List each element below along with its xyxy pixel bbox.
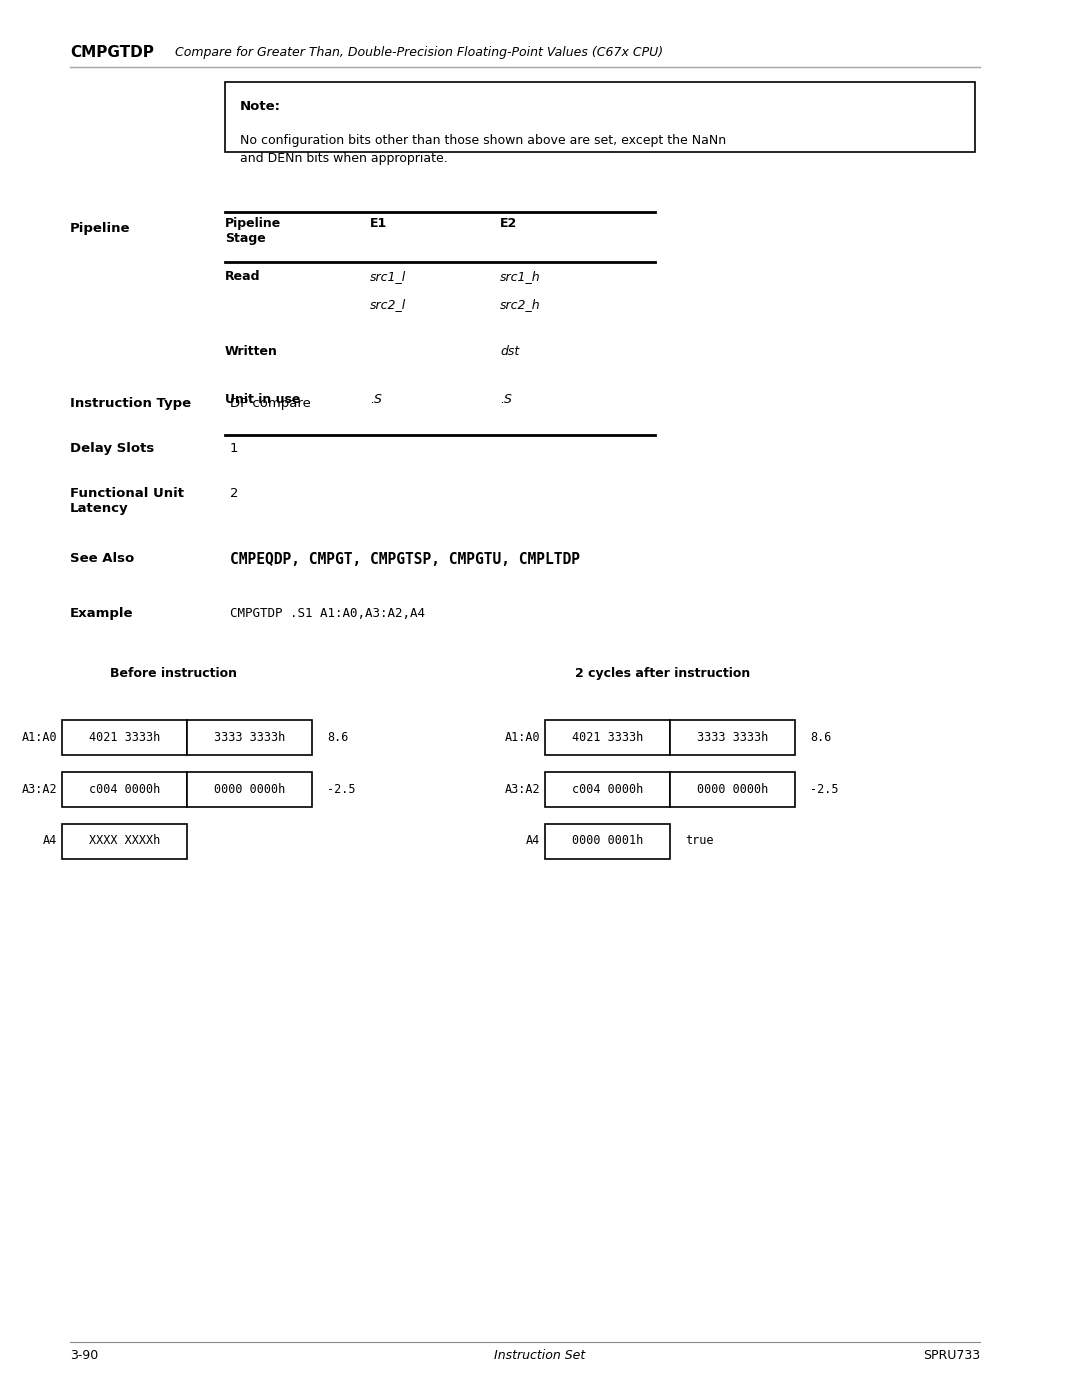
Text: XXXX XXXXh: XXXX XXXXh xyxy=(89,834,160,848)
Text: 8.6: 8.6 xyxy=(810,731,832,743)
Text: src1_h: src1_h xyxy=(500,270,541,284)
Text: Instruction Set: Instruction Set xyxy=(495,1350,585,1362)
Text: src2_h: src2_h xyxy=(500,298,541,312)
Text: Pipeline: Pipeline xyxy=(70,222,131,235)
Text: 0000 0001h: 0000 0001h xyxy=(572,834,643,848)
Text: true: true xyxy=(685,834,714,848)
Text: Example: Example xyxy=(70,608,134,620)
Text: Delay Slots: Delay Slots xyxy=(70,441,154,455)
Text: 3-90: 3-90 xyxy=(70,1350,98,1362)
Text: 2 cycles after instruction: 2 cycles after instruction xyxy=(575,666,751,680)
Text: dst: dst xyxy=(500,345,519,358)
Text: See Also: See Also xyxy=(70,552,134,564)
Text: 3333 3333h: 3333 3333h xyxy=(697,731,768,743)
Text: CMPGTDP .S1 A1:A0,A3:A2,A4: CMPGTDP .S1 A1:A0,A3:A2,A4 xyxy=(230,608,426,620)
Text: -2.5: -2.5 xyxy=(810,782,838,795)
Text: A3:A2: A3:A2 xyxy=(504,782,540,795)
Text: 0000 0000h: 0000 0000h xyxy=(697,782,768,795)
Text: 8.6: 8.6 xyxy=(327,731,349,743)
Bar xyxy=(62,719,187,754)
Text: A1:A0: A1:A0 xyxy=(22,731,57,743)
Text: A1:A0: A1:A0 xyxy=(504,731,540,743)
Text: c004 0000h: c004 0000h xyxy=(572,782,643,795)
Text: CMPGTDP: CMPGTDP xyxy=(70,45,153,60)
Text: 3333 3333h: 3333 3333h xyxy=(214,731,285,743)
Text: Functional Unit
Latency: Functional Unit Latency xyxy=(70,488,184,515)
Text: -2.5: -2.5 xyxy=(327,782,355,795)
Text: Note:: Note: xyxy=(240,101,281,113)
Bar xyxy=(187,719,312,754)
Text: A4: A4 xyxy=(43,834,57,848)
Text: .S: .S xyxy=(370,393,382,407)
Text: .S: .S xyxy=(500,393,512,407)
Text: src1_l: src1_l xyxy=(370,270,406,284)
Text: 2: 2 xyxy=(230,488,239,500)
Text: No configuration bits other than those shown above are set, except the NaNn
and : No configuration bits other than those s… xyxy=(240,134,726,165)
Bar xyxy=(62,823,187,859)
Text: E1: E1 xyxy=(370,217,388,231)
Text: A3:A2: A3:A2 xyxy=(22,782,57,795)
Text: DP compare: DP compare xyxy=(230,397,311,409)
Text: Compare for Greater Than, Double-Precision Floating-Point Values (C67x CPU): Compare for Greater Than, Double-Precisi… xyxy=(175,46,663,59)
Bar xyxy=(187,771,312,806)
Text: src2_l: src2_l xyxy=(370,298,406,312)
Bar xyxy=(545,719,670,754)
Bar xyxy=(545,823,670,859)
Text: 4021 3333h: 4021 3333h xyxy=(572,731,643,743)
Text: 1: 1 xyxy=(230,441,239,455)
Text: E2: E2 xyxy=(500,217,517,231)
Text: 0000 0000h: 0000 0000h xyxy=(214,782,285,795)
Bar xyxy=(62,771,187,806)
Text: SPRU733: SPRU733 xyxy=(923,1350,980,1362)
Bar xyxy=(225,82,975,152)
Bar xyxy=(670,719,795,754)
Text: Written: Written xyxy=(225,345,278,358)
Bar xyxy=(545,771,670,806)
Text: Pipeline
Stage: Pipeline Stage xyxy=(225,217,281,244)
Text: A4: A4 xyxy=(526,834,540,848)
Text: c004 0000h: c004 0000h xyxy=(89,782,160,795)
Text: 4021 3333h: 4021 3333h xyxy=(89,731,160,743)
Text: Read: Read xyxy=(225,270,260,284)
Text: Unit in use: Unit in use xyxy=(225,393,300,407)
Bar xyxy=(670,771,795,806)
Text: Before instruction: Before instruction xyxy=(110,666,237,680)
Text: Instruction Type: Instruction Type xyxy=(70,397,191,409)
Text: CMPEQDP, CMPGT, CMPGTSP, CMPGTU, CMPLTDP: CMPEQDP, CMPGT, CMPGTSP, CMPGTU, CMPLTDP xyxy=(230,552,580,567)
